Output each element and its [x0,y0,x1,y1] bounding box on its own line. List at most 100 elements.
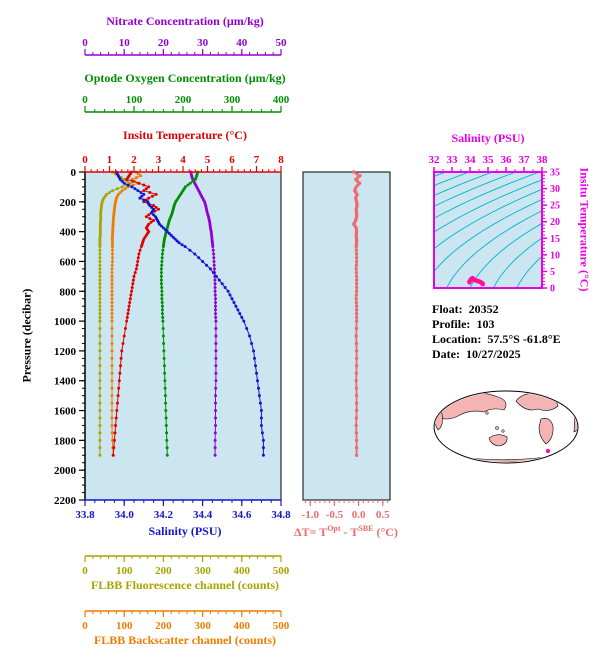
svg-text:500: 500 [273,565,290,577]
svg-text:1200: 1200 [54,346,77,358]
svg-text:37: 37 [519,154,531,166]
delta-t-label-p2: - T [340,525,359,539]
svg-text:200: 200 [175,94,192,106]
svg-text:100: 100 [116,565,133,577]
location-value: 57.5°S -61.8°E [487,332,561,346]
float-info-block: Float: 20352 Profile: 103 Location: 57.5°S … [432,302,561,362]
ts-salinity-axis-label: Salinity (PSU) [451,131,525,145]
delta-t-label-sup1: Opt [327,524,341,533]
svg-text:400: 400 [234,620,251,632]
backscatter-axis-label: FLBB Backscatter channel (counts) [93,633,277,647]
location-label: Location: [432,332,482,346]
svg-text:34.2: 34.2 [154,509,174,521]
ts-temperature-axis-label: Insitu Temperature (°C) [577,167,592,292]
svg-text:0.0: 0.0 [352,509,366,521]
svg-text:100: 100 [126,94,143,106]
delta-t-label-p3: (°C) [373,525,398,539]
float-id-value: 20352 [468,302,499,316]
svg-text:4: 4 [180,154,186,166]
svg-text:34: 34 [465,154,477,166]
svg-text:34.8: 34.8 [271,509,291,521]
svg-text:200: 200 [155,620,172,632]
svg-text:34.0: 34.0 [115,509,135,521]
svg-text:1: 1 [107,154,113,166]
profile-curves [98,170,265,457]
svg-text:1400: 1400 [54,376,77,388]
float-id-label: Float: [432,302,463,316]
delta-plot-area [303,172,390,500]
svg-text:30: 30 [197,37,209,49]
svg-text:400: 400 [234,565,251,577]
svg-text:1000: 1000 [54,316,77,328]
world-map [433,390,579,464]
svg-text:38: 38 [537,154,549,166]
profile-number-value: 103 [476,317,495,331]
svg-text:2000: 2000 [54,465,77,477]
svg-text:0.5: 0.5 [376,509,390,521]
svg-text:2: 2 [131,154,137,166]
svg-text:7: 7 [254,154,260,166]
svg-text:400: 400 [273,94,290,106]
float-id-row: Float: 20352 [432,302,561,317]
svg-text:0: 0 [550,284,555,295]
svg-text:600: 600 [60,256,77,268]
svg-text:5: 5 [205,154,211,166]
axes: 0200400600800100012001400160018002000220… [54,37,291,632]
temperature-axis-label: Insitu Temperature (°C) [123,128,247,142]
svg-text:8: 8 [278,154,284,166]
svg-text:500: 500 [273,620,290,632]
svg-text:200: 200 [155,565,172,577]
delta-t-label-p1: ΔT= T [294,525,328,539]
svg-text:0: 0 [82,154,88,166]
svg-text:20: 20 [158,37,170,49]
svg-text:400: 400 [60,227,77,239]
svg-text:5: 5 [550,267,555,278]
delta-t-label-sup2: SBE [358,524,374,533]
svg-text:36: 36 [501,154,513,166]
date-row: Date: 10/27/2025 [432,347,561,362]
svg-text:30: 30 [550,184,560,195]
float-location-marker [545,448,551,454]
fluorescence-axis-label: FLBB Fluorescence channel (counts) [90,578,280,592]
ts-plot-area [434,172,542,288]
ts-data-points [467,275,485,287]
svg-text:1600: 1600 [54,406,77,418]
ts-isopycnal-contours [434,172,542,288]
svg-text:34.4: 34.4 [193,509,213,521]
profile-oxygen [159,170,200,457]
svg-text:300: 300 [194,620,211,632]
svg-text:800: 800 [60,286,77,298]
salinity-axis-label: Salinity (PSU) [148,524,222,538]
svg-text:0: 0 [82,565,88,577]
svg-text:0: 0 [82,37,88,49]
date-label: Date: [432,347,460,361]
svg-text:6: 6 [229,154,235,166]
location-row: Location: 57.5°S -61.8°E [432,332,561,347]
map-outline [433,390,579,464]
svg-text:2200: 2200 [54,495,77,507]
pressure-axis-label: Pressure (decibar) [19,288,34,383]
svg-text:3: 3 [156,154,162,166]
svg-text:20: 20 [550,217,560,228]
svg-text:40: 40 [236,37,248,49]
svg-text:300: 300 [194,565,211,577]
profile-temperature [111,170,160,457]
svg-text:15: 15 [550,234,560,245]
svg-text:33.8: 33.8 [75,509,95,521]
svg-text:200: 200 [60,197,77,209]
svg-text:0: 0 [71,167,77,179]
svg-text:25: 25 [550,201,560,212]
delta-t-trace [352,170,362,457]
svg-text:100: 100 [116,620,133,632]
profile-backscatter [110,170,143,457]
profile-salinity [114,170,265,457]
delta-panel: -1.0 -0.5 0.0 0.5 [302,170,391,521]
svg-text:0: 0 [82,620,88,632]
profile-number-row: Profile: 103 [432,317,561,332]
svg-text:35: 35 [550,168,560,179]
svg-text:-1.0: -1.0 [302,509,320,521]
profile-number-label: Profile: [432,317,471,331]
svg-text:50: 50 [276,37,288,49]
